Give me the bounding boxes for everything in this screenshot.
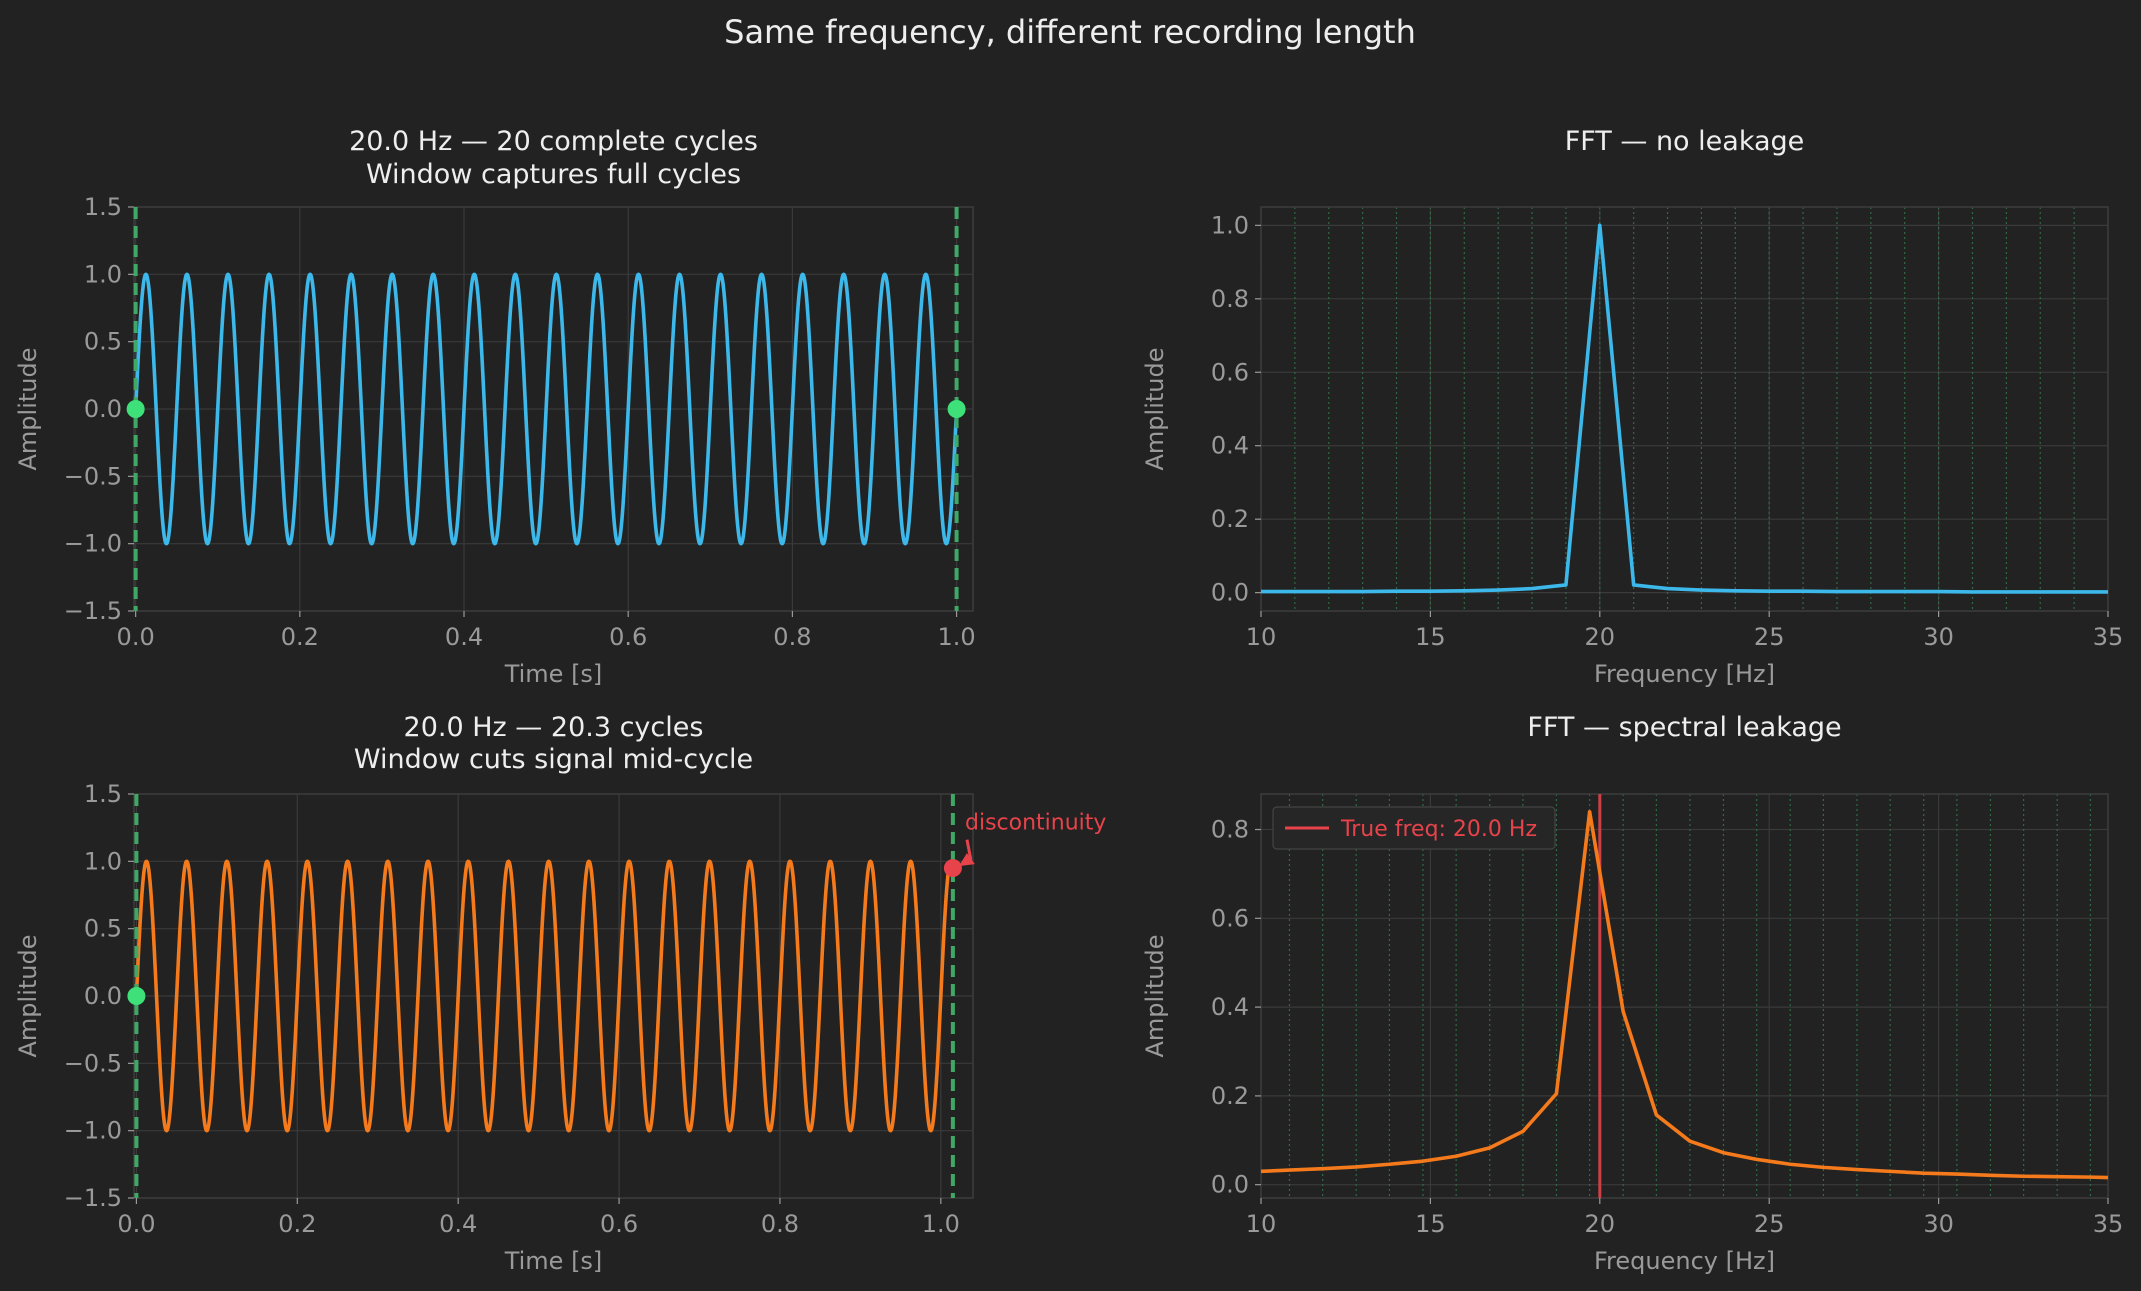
y-tick-label: 1.5 [84,193,122,221]
y-tick-label: 0.6 [1211,904,1249,932]
y-tick-label: 1.0 [84,847,122,875]
y-tick-label: 0.4 [1211,993,1249,1021]
y-tick-label: −1.0 [64,1117,122,1145]
x-tick-label: 35 [2093,1210,2124,1238]
y-tick-label: −1.5 [64,597,122,625]
chart-title-line: FFT — no leakage [1565,126,1805,157]
x-tick-label: 15 [1415,1210,1446,1238]
plot-frame [1260,206,2109,612]
y-tick-label: 0.8 [1211,285,1249,313]
series-line [1261,223,2108,594]
y-tick-label: −0.5 [64,462,122,490]
chart-title-line: FFT — spectral leakage [1527,712,1841,743]
window-edge-marker [943,859,962,878]
window-edge-marker [126,400,145,418]
y-tick-label: 0.4 [1211,432,1249,460]
window-edge-marker [127,987,146,1005]
chart-title-line: Window cuts signal mid-cycle [354,744,753,775]
y-tick-label: 0.6 [1211,358,1249,386]
x-tick-label: 25 [1754,1210,1785,1238]
x-tick-label: 0.4 [445,623,483,651]
window-edge-marker [947,400,966,418]
y-tick-label: −0.5 [64,1049,122,1077]
series-line [134,272,959,546]
x-tick-label: 1.0 [922,1210,960,1238]
y-tick-label: 0.2 [1211,505,1249,533]
x-tick-label: 35 [2093,623,2124,651]
chart-fft_partial: FFT — spectral leakage 10 15 20 25 30 35 0.0 0.2… [1141,712,2123,1275]
y-tick-label: 0.0 [84,982,122,1010]
series-line [134,859,955,1133]
x-axis-label: Frequency [Hz] [1594,660,1775,688]
y-axis-label: Amplitude [14,348,42,471]
x-tick-label: 0.2 [278,1210,316,1238]
x-tick-label: 10 [1246,623,1277,651]
legend-box [1272,806,1556,850]
x-tick-label: 30 [1923,623,1954,651]
y-tick-label: 0.5 [84,328,122,356]
figure-suptitle: Same frequency, different recording leng… [724,13,1416,51]
chart-title-line: Window captures full cycles [366,159,741,190]
x-tick-label: 10 [1246,1210,1277,1238]
x-tick-label: 30 [1923,1210,1954,1238]
plot-frame [1260,793,2109,1199]
x-axis-label: Time [s] [504,660,603,688]
x-tick-label: 0.6 [609,623,647,651]
x-tick-label: 0.8 [773,623,811,651]
y-axis-label: Amplitude [14,935,42,1058]
annotation-text: discontinuity [965,811,1106,836]
chart-title-line: 20.0 Hz — 20 complete cycles [349,126,758,157]
x-axis-label: Time [s] [504,1247,603,1275]
annotation-arrow-shaft [965,839,973,861]
x-tick-label: 15 [1415,623,1446,651]
x-tick-label: 20 [1585,623,1616,651]
chart-title-line: 20.0 Hz — 20.3 cycles [404,712,704,743]
y-tick-label: 0.2 [1211,1082,1249,1110]
y-axis-label: Amplitude [1141,348,1169,471]
y-tick-label: −1.5 [64,1184,122,1212]
y-tick-label: 0.0 [1211,579,1249,607]
x-tick-label: 0.0 [117,623,155,651]
series-line [1261,809,2108,1180]
y-axis-label: Amplitude [1141,935,1169,1058]
legend-label: True freq: 20.0 Hz [1340,817,1537,842]
x-tick-label: 0.4 [439,1210,477,1238]
y-tick-label: 1.0 [84,260,122,288]
y-tick-label: 0.0 [84,395,122,423]
y-tick-label: 1.5 [84,780,122,808]
annotation-arrow-head [958,853,975,867]
x-tick-label: 0.6 [600,1210,638,1238]
x-axis-label: Frequency [Hz] [1594,1247,1775,1275]
y-tick-label: 0.8 [1211,816,1249,844]
x-tick-label: 0.8 [761,1210,799,1238]
y-tick-label: 1.0 [1211,211,1249,239]
x-tick-label: 0.0 [117,1210,155,1238]
y-tick-label: −1.0 [64,530,122,558]
x-tick-label: 25 [1754,623,1785,651]
x-tick-label: 1.0 [937,623,975,651]
chart-fft_full: FFT — no leakage 10 15 20 25 30 35 0.0 0.2 0.4 0.6… [1141,126,2123,688]
y-tick-label: 0.5 [84,915,122,943]
x-tick-label: 20 [1585,1210,1616,1238]
y-tick-label: 0.0 [1211,1171,1249,1199]
x-tick-label: 0.2 [281,623,319,651]
